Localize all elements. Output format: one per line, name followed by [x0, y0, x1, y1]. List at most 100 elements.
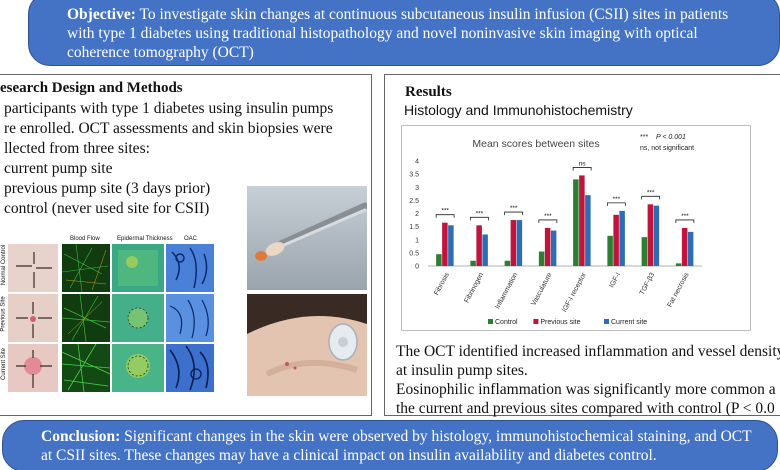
- x-tick-label: Fibrinogen: [463, 272, 485, 305]
- methods-line-5: previous pump site (3 days prior): [4, 180, 211, 197]
- oac-previous: [166, 294, 214, 342]
- x-tick-label: Inflammation: [494, 272, 519, 311]
- legend-label: Previous site: [540, 319, 580, 326]
- legend-swatch: [533, 319, 539, 324]
- bar-previous-site: [613, 214, 619, 266]
- sig-bracket: [504, 211, 524, 216]
- sig-label: ***: [544, 213, 552, 220]
- bar-current-site: [687, 231, 694, 266]
- skin-photo-previous: [8, 294, 58, 342]
- bar-control: [607, 235, 613, 266]
- bar-control: [470, 260, 476, 266]
- bar-current-site: [516, 220, 523, 266]
- y-tick-label: 1.5: [409, 224, 419, 231]
- methods-line-1: participants with type 1 diabetes using …: [4, 100, 334, 117]
- sig-label: ***: [510, 205, 518, 212]
- epidermal-thickness-current: [112, 344, 164, 392]
- bar-control: [641, 237, 648, 266]
- sig-key-ns: ns, not significant: [640, 145, 694, 152]
- y-tick-label: 3.5: [409, 172, 419, 179]
- blood-flow-control: [62, 244, 110, 292]
- x-tick-label: Fat necrosis: [667, 271, 691, 308]
- x-tick-label: IGF-I: [608, 272, 622, 289]
- objective-banner: Objective: To investigate skin changes a…: [28, 0, 780, 66]
- oct-row-normal-control: Normal Control: [1, 244, 8, 286]
- bar-previous-site: [544, 227, 551, 266]
- bar-previous-site: [647, 204, 654, 266]
- chart-title: Mean scores between sites: [472, 138, 599, 150]
- sig-bracket: [641, 195, 661, 200]
- bar-control: [538, 251, 545, 266]
- bar-previous-site: [681, 227, 688, 266]
- epidermal-thickness-previous: [112, 294, 164, 342]
- sig-key-stars: ***: [640, 134, 648, 141]
- results-subheading: Histology and Immunohistochemistry: [404, 102, 633, 118]
- methods-panel: [0, 74, 372, 416]
- y-tick-label: 3: [415, 185, 419, 192]
- objective-text: To investigate skin changes at continuou…: [67, 6, 729, 61]
- sig-bracket: [675, 219, 695, 223]
- legend-label: Control: [495, 319, 518, 326]
- legend-swatch: [488, 319, 493, 324]
- conclusion-banner: Conclusion: Significant changes in the s…: [2, 420, 778, 470]
- oct-col-epidermal-thickness: Epidermal Thickness: [117, 236, 173, 242]
- sig-bracket: [606, 202, 626, 206]
- y-tick-label: 0.5: [409, 250, 419, 257]
- bar-control: [675, 263, 682, 266]
- bar-current-site: [448, 225, 454, 266]
- results-finding-2: at insulin pump sites.: [396, 362, 528, 379]
- sig-label: ***: [476, 210, 484, 217]
- legend-swatch: [604, 319, 609, 324]
- bar-control: [573, 179, 579, 266]
- skin-photo-control: [8, 244, 58, 292]
- results-finding-4: the current and previous sites compared …: [396, 400, 775, 417]
- blood-flow-previous: [62, 294, 110, 342]
- sig-label: ***: [681, 213, 689, 220]
- sig-bracket: [572, 167, 592, 171]
- sig-label: ns: [579, 160, 587, 167]
- bar-previous-site: [579, 175, 585, 266]
- sig-bracket: [435, 214, 455, 218]
- conclusion-label: Conclusion:: [41, 428, 121, 445]
- oct-col-blood-flow: Blood Flow: [70, 236, 100, 242]
- objective-label: Objective:: [67, 6, 136, 23]
- methods-heading: esearch Design and Methods: [0, 80, 183, 96]
- y-tick-label: 2: [415, 211, 419, 218]
- results-finding-1: The OCT identified increased inflammatio…: [396, 343, 780, 360]
- bar-current-site: [550, 230, 557, 266]
- bar-current-site: [619, 210, 625, 266]
- y-tick-label: 0: [415, 264, 419, 271]
- skin-photo-current: [8, 344, 58, 392]
- bar-previous-site: [476, 225, 482, 266]
- bar-current-site: [482, 234, 488, 266]
- methods-line-4: current pump site: [4, 160, 113, 177]
- y-tick-label: 2.5: [409, 198, 419, 205]
- sig-label: ***: [647, 189, 655, 196]
- bar-current-site: [653, 205, 660, 266]
- oct-row-current-site: Current Site: [1, 347, 8, 381]
- x-tick-label: TGF-β3: [639, 272, 657, 297]
- sig-bracket: [538, 219, 558, 223]
- legend-label: Current site: [611, 319, 647, 326]
- y-tick-label: 4: [415, 159, 419, 166]
- oct-col-oac: OAC: [184, 236, 198, 242]
- conclusion-text: Significant changes in the skin were obs…: [41, 428, 752, 464]
- oac-current: [166, 344, 214, 392]
- x-tick-label: IGF-I receptor: [561, 271, 588, 313]
- x-tick-label: Vasculature: [530, 272, 553, 308]
- x-tick-label: Fibrosis: [433, 271, 451, 296]
- sig-label: ***: [441, 208, 449, 215]
- insulin-catheter-photo: [247, 186, 367, 290]
- bar-control: [504, 260, 511, 266]
- oac-control: [166, 244, 214, 292]
- methods-line-2: re enrolled. OCT assessments and skin bi…: [4, 120, 333, 137]
- oct-row-previous-site: Previous Site: [0, 296, 7, 332]
- results-panel: [384, 74, 780, 416]
- mean-scores-chart-svg: Mean scores between sites *** P < 0.001 ns,…: [409, 134, 702, 326]
- y-tick-label: 1: [415, 237, 419, 244]
- bar-control: [436, 254, 442, 266]
- sig-key-p: P < 0.001: [656, 134, 686, 141]
- methods-line-3: llected from three sites:: [4, 140, 150, 157]
- epidermal-thickness-control: [112, 244, 164, 292]
- results-finding-3: Eosinophilic inflammation was significan…: [396, 381, 776, 398]
